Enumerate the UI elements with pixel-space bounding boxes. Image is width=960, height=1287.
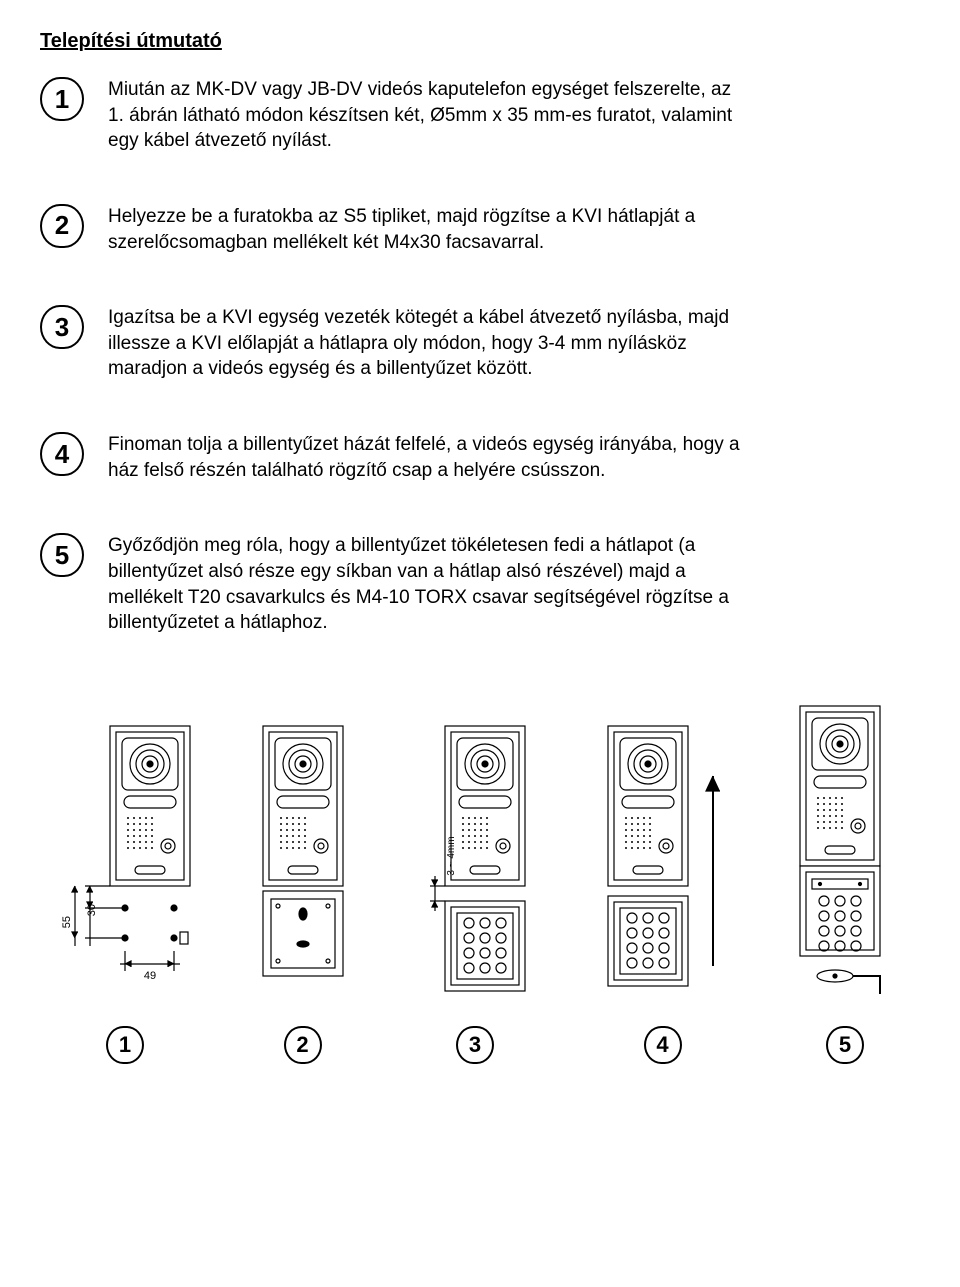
diagram-label: 5: [826, 1026, 864, 1064]
step-number-badge: 2: [40, 204, 84, 248]
diagram-2: 2: [243, 716, 363, 1064]
dim-gap: 3 ~ 4mm: [446, 836, 457, 875]
step-row: 1 Miután az MK-DV vagy JB-DV videós kapu…: [40, 77, 920, 154]
diagram-5: 5: [780, 696, 910, 1064]
step-row: 5 Győződjön meg róla, hogy a billentyűze…: [40, 533, 920, 636]
step-number-badge: 1: [40, 77, 84, 121]
step-text: Finoman tolja a billentyűzet házát felfe…: [108, 432, 748, 483]
diagram-label: 4: [644, 1026, 682, 1064]
step-number-badge: 4: [40, 432, 84, 476]
step-text: Miután az MK-DV vagy JB-DV videós kapute…: [108, 77, 748, 154]
step-row: 4 Finoman tolja a billentyűzet házát fel…: [40, 432, 920, 483]
diagram-5-svg: [780, 696, 910, 996]
page-title: Telepítési útmutató: [40, 30, 920, 53]
steps-list: 1 Miután az MK-DV vagy JB-DV videós kapu…: [40, 77, 920, 636]
diagram-3: 3 ~ 4mm 3: [405, 716, 545, 1064]
diagram-4-svg: [588, 716, 738, 996]
diagram-label: 3: [456, 1026, 494, 1064]
diagram-4: 4: [588, 716, 738, 1064]
step-text: Győződjön meg róla, hogy a billentyűzet …: [108, 533, 748, 636]
dim-30: 30: [86, 904, 98, 916]
step-number-badge: 3: [40, 305, 84, 349]
diagram-3-svg: 3 ~ 4mm: [405, 716, 545, 996]
step-text: Helyezze be a furatokba az S5 tipliket, …: [108, 204, 748, 255]
diagram-label: 1: [106, 1026, 144, 1064]
diagram-1-svg: 30 55 49: [50, 716, 200, 996]
dim-49: 49: [144, 970, 156, 982]
diagram-row: 30 55 49 1: [40, 696, 920, 1064]
step-row: 3 Igazítsa be a KVI egység vezeték köteg…: [40, 305, 920, 382]
diagram-2-svg: [243, 716, 363, 996]
diagram-1: 30 55 49 1: [50, 716, 200, 1064]
diagram-label: 2: [284, 1026, 322, 1064]
dim-55: 55: [61, 916, 73, 928]
step-number-badge: 5: [40, 533, 84, 577]
step-text: Igazítsa be a KVI egység vezeték kötegét…: [108, 305, 748, 382]
step-row: 2 Helyezze be a furatokba az S5 tipliket…: [40, 204, 920, 255]
